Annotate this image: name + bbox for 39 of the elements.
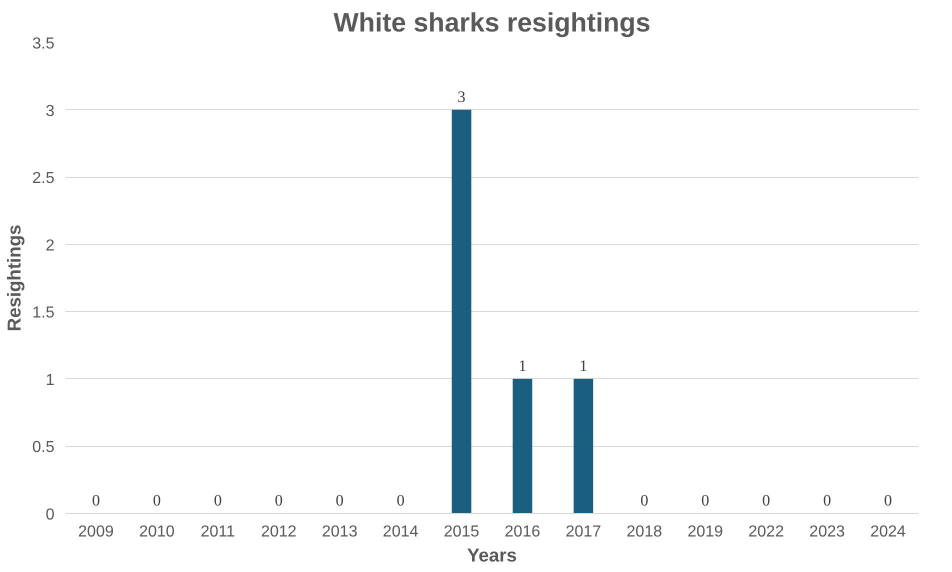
data-label: 0: [92, 492, 100, 510]
x-tick-label: 2016: [504, 524, 540, 540]
data-label: 0: [884, 492, 892, 510]
data-label: 3: [458, 88, 466, 106]
y-tick-label: 0: [46, 506, 55, 524]
y-tick-label: 2.5: [32, 170, 55, 188]
y-tick-label: 3.5: [32, 36, 55, 52]
x-tick-label: 2024: [870, 524, 906, 540]
x-tick-label: 2013: [322, 524, 358, 540]
data-label: 0: [823, 492, 832, 510]
y-tick-label: 1.5: [32, 304, 55, 322]
x-tick-label: 2017: [566, 524, 602, 540]
data-label: 0: [214, 492, 222, 510]
y-tick-label: 3: [46, 102, 55, 120]
x-tick-label: 2023: [809, 524, 846, 540]
x-tick-label: 2018: [626, 524, 662, 540]
data-label: 0: [336, 492, 344, 510]
chart-title: White sharks resightings: [334, 8, 651, 38]
y-tick-label: 1: [46, 372, 55, 389]
data-label: 0: [762, 492, 770, 510]
data-label: 1: [579, 358, 588, 375]
data-label: 1: [518, 358, 526, 375]
x-tick-label: 2011: [200, 524, 236, 540]
data-label: 0: [274, 492, 283, 510]
x-axis-title: Years: [467, 544, 517, 566]
data-label: 0: [396, 492, 405, 510]
data-label: 0: [701, 492, 710, 510]
x-tick-label: 2022: [748, 524, 784, 540]
x-tick-label: 2019: [687, 524, 724, 540]
y-axis-title: Resightings: [3, 224, 24, 332]
x-tick-label: 2014: [382, 524, 419, 540]
x-tick-label: 2015: [444, 524, 480, 540]
data-label: 0: [152, 492, 161, 510]
y-tick-label: 0.5: [32, 439, 55, 456]
x-tick-label: 2012: [260, 524, 297, 540]
data-label: 0: [640, 492, 648, 510]
y-tick-label: 2: [46, 237, 55, 254]
x-tick-label: 2009: [78, 524, 114, 540]
x-tick-label: 2010: [139, 524, 175, 540]
